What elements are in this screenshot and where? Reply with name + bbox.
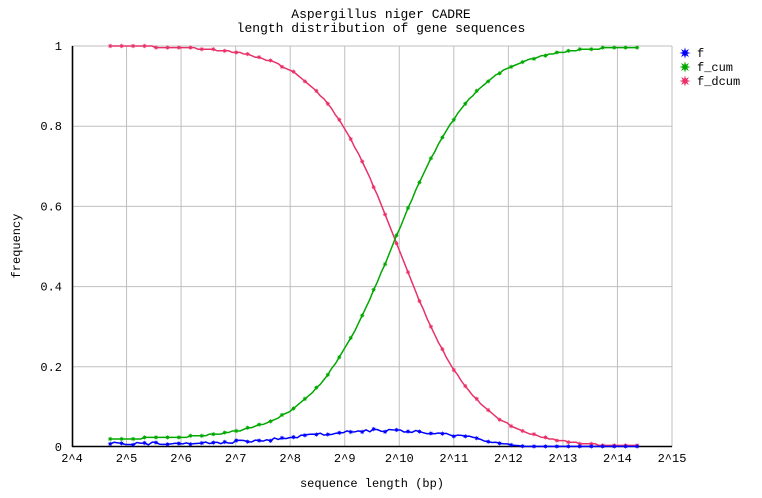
svg-text:2^10: 2^10 [385, 452, 414, 466]
svg-text:0.2: 0.2 [40, 361, 62, 375]
svg-text:2^4: 2^4 [61, 452, 83, 466]
svg-text:0.6: 0.6 [40, 200, 62, 214]
svg-text:0: 0 [55, 441, 62, 455]
svg-text:sequence length (bp): sequence length (bp) [300, 477, 444, 491]
svg-text:2^6: 2^6 [170, 452, 192, 466]
svg-text:2^14: 2^14 [603, 452, 632, 466]
svg-text:2^8: 2^8 [279, 452, 301, 466]
svg-text:1: 1 [55, 40, 62, 54]
svg-text:2^11: 2^11 [439, 452, 468, 466]
svg-text:0.4: 0.4 [40, 281, 62, 295]
svg-text:f: f [697, 47, 704, 61]
svg-text:2^9: 2^9 [334, 452, 356, 466]
svg-text:2^7: 2^7 [225, 452, 247, 466]
svg-text:f_cum: f_cum [697, 61, 733, 75]
svg-text:2^13: 2^13 [549, 452, 578, 466]
svg-text:2^12: 2^12 [494, 452, 523, 466]
svg-text:f_dcum: f_dcum [697, 75, 740, 89]
svg-text:2^15: 2^15 [658, 452, 687, 466]
svg-text:2^5: 2^5 [116, 452, 138, 466]
svg-text:frequency: frequency [10, 214, 24, 279]
svg-text:0.8: 0.8 [40, 120, 62, 134]
